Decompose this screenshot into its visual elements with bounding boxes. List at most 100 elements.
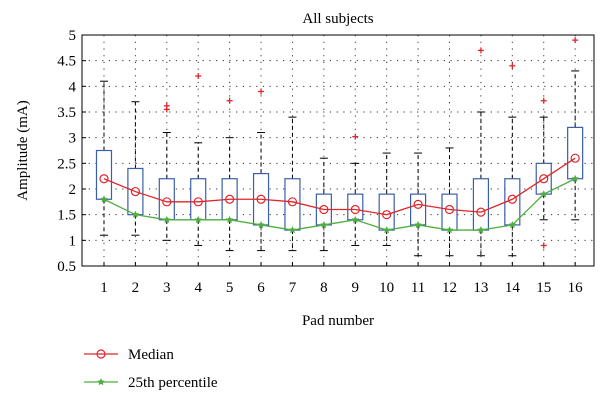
outlier-marker	[195, 73, 202, 80]
box-iqr	[472, 178, 490, 231]
series-lines	[99, 153, 580, 234]
data-point	[414, 220, 423, 229]
data-point	[350, 204, 360, 215]
legend-marker	[96, 349, 106, 359]
data-point	[570, 153, 580, 163]
y-tick-label: 2	[69, 182, 77, 198]
grid	[82, 34, 594, 267]
y-tick-label: 3	[69, 131, 77, 147]
x-tick-label: 9	[352, 280, 360, 296]
y-tick-label: 3.5	[57, 105, 76, 121]
box-iqr	[409, 193, 427, 226]
box-plot-7	[284, 116, 301, 252]
x-tick-label: 14	[505, 280, 521, 296]
data-point	[351, 215, 360, 224]
box-plot-16	[567, 37, 584, 221]
series-median	[99, 153, 580, 220]
data-point	[507, 194, 517, 204]
data-point	[193, 197, 203, 207]
box-iqr	[567, 126, 584, 180]
data-point	[194, 215, 203, 224]
box-plot-3	[158, 102, 175, 241]
data-point	[571, 174, 580, 183]
x-tick-label: 13	[473, 280, 488, 296]
outlier-marker	[572, 37, 579, 44]
x-tick-label: 5	[226, 280, 234, 296]
data-point	[287, 197, 298, 207]
x-tick-label: 12	[442, 280, 457, 296]
outlier-marker	[509, 62, 516, 69]
data-point	[508, 220, 517, 229]
box-plot-13	[472, 47, 490, 257]
x-axis-title: Pad number	[302, 313, 374, 329]
x-tick-label: 8	[320, 280, 328, 296]
data-point	[130, 186, 140, 197]
y-tick-label: 5	[69, 28, 77, 44]
box-iqr	[378, 193, 395, 231]
y-tick-label: 0.5	[57, 259, 76, 275]
data-point	[288, 225, 297, 234]
box-iqr	[284, 178, 301, 231]
outlier-marker	[226, 97, 233, 104]
outlier-marker	[540, 97, 547, 104]
x-tick-label: 10	[379, 280, 394, 296]
x-tick-labels: 1 2 3 4 5 6 7 8 9 10 11 12 13 14 15 16	[100, 262, 583, 296]
data-point	[413, 199, 423, 209]
plot-frame	[81, 34, 595, 267]
legend-label: 25th percentile	[128, 375, 218, 391]
y-tick-label: 1	[69, 233, 77, 249]
data-point	[476, 225, 485, 234]
y-tick-label: 1.5	[57, 208, 76, 224]
x-tick-label: 16	[568, 280, 584, 296]
y-axis-title: Amplitude (mA)	[15, 100, 31, 200]
box-plot-15	[535, 97, 552, 249]
x-tick-label: 7	[289, 280, 297, 296]
data-point	[445, 225, 454, 234]
x-tick-label: 2	[132, 280, 140, 296]
data-point	[382, 225, 391, 234]
box-iqr	[158, 178, 175, 221]
box-iqr	[190, 178, 207, 221]
data-point	[162, 215, 171, 224]
x-tick-label: 3	[163, 280, 171, 296]
y-tick-labels: 0.5 1 1.5 2 2.5 3 3.5 4 4.5 5	[57, 28, 86, 275]
chart-title: All subjects	[302, 11, 373, 27]
series-line	[103, 157, 576, 216]
outlier-marker	[258, 88, 265, 95]
x-tick-label: 11	[411, 280, 425, 296]
outlier-marker	[477, 47, 484, 54]
outlier-marker	[352, 133, 359, 140]
box-plot-1	[95, 80, 113, 236]
data-point	[257, 220, 265, 229]
box-plot-5	[221, 97, 238, 252]
x-tick-label: 1	[100, 280, 108, 296]
outlier-marker	[540, 242, 547, 249]
legend-label: Median	[128, 347, 174, 363]
legend-item: 25th percentile	[84, 375, 218, 391]
x-tick-label: 6	[257, 280, 265, 296]
data-point	[539, 189, 548, 198]
data-point	[100, 195, 108, 203]
legend: Median 25th percentile	[84, 347, 218, 391]
data-point	[476, 207, 486, 217]
box-plot-12	[441, 147, 458, 257]
data-point	[131, 210, 140, 219]
legend-marker	[97, 377, 105, 386]
y-tick-label: 2.5	[57, 156, 76, 172]
series-line	[103, 178, 576, 231]
data-point	[99, 174, 109, 184]
legend-item: Median	[84, 347, 174, 363]
data-point	[256, 194, 266, 204]
y-tick-label: 4.5	[57, 54, 76, 70]
y-tick-label: 4	[69, 79, 77, 95]
data-point	[225, 215, 234, 224]
x-tick-label: 15	[536, 280, 551, 296]
box-iqr	[441, 193, 458, 231]
data-point	[319, 220, 328, 229]
data-point	[444, 204, 455, 215]
series-25th-percentile	[100, 174, 580, 234]
data-point	[539, 174, 549, 184]
x-tick-label: 4	[194, 280, 202, 296]
data-point	[382, 210, 392, 220]
